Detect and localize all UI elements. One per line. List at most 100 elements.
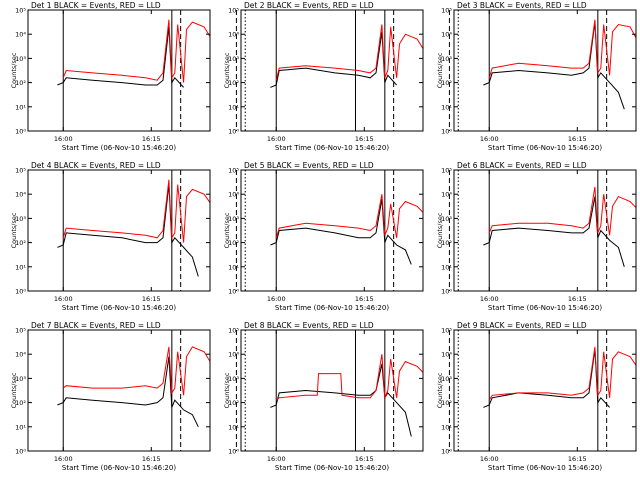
y-tick-label: 10³ [15, 375, 26, 383]
events-series-line [270, 363, 412, 437]
x-tick-label: 16:15 [568, 135, 587, 143]
axes-box [27, 169, 211, 292]
panel-title-detector: Det 5 [244, 161, 265, 170]
y-axis-label: Counts/sec [223, 212, 231, 248]
panel-series-group [270, 24, 423, 88]
y-tick-label: 10² [15, 79, 26, 87]
lld-series-line [62, 346, 210, 396]
detector-panel: Det 1 BLACK = Events, RED = LLD 10⁰ 10¹ 10²… [10, 1, 246, 152]
y-tick-label: 10⁵ [228, 7, 239, 15]
x-tick-label: 16:00 [480, 295, 499, 303]
x-tick-label: 16:00 [54, 135, 73, 143]
y-tick-label: 10⁴ [228, 191, 239, 199]
y-tick-label: 10¹ [228, 103, 239, 111]
x-axis-label: Start Time (06-Nov-10 15:46:20) [488, 144, 602, 152]
x-axis-label-prefix: Start Time [62, 144, 98, 152]
x-axis-start-time: (06-Nov-10 15:46:20) [101, 144, 177, 152]
axes-box [27, 9, 211, 132]
x-tick-label: 16:15 [568, 295, 587, 303]
x-tick-label: 16:15 [355, 135, 374, 143]
y-tick-label: 10³ [228, 375, 239, 383]
x-tick-label: 16:15 [142, 135, 161, 143]
x-tick-label: 16:00 [54, 455, 73, 463]
y-tick-label: 10⁵ [228, 327, 239, 335]
y-tick-label: 10² [228, 239, 239, 247]
panel-title-detector: Det 6 [457, 161, 478, 170]
y-tick-label: 10³ [228, 55, 239, 63]
axes-box [453, 169, 637, 292]
y-tick-label: 10³ [441, 55, 452, 63]
y-tick-label: 10⁰ [15, 448, 26, 456]
panel-series-group [483, 19, 636, 110]
events-series-line [483, 349, 610, 408]
panel-series-group [270, 194, 423, 265]
y-axis-label: Counts/sec [10, 372, 18, 408]
x-axis-label: Start Time (06-Nov-10 15:46:20) [275, 304, 389, 312]
x-tick-label: 16:00 [480, 135, 499, 143]
x-axis-start-time: (06-Nov-10 15:46:20) [101, 304, 177, 312]
panel-title-detector: Det 7 [31, 321, 52, 330]
detector-panel: Det 3 BLACK = Events, RED = LLD 10⁰ 10¹ 10²… [436, 1, 637, 152]
x-axis-label-prefix: Start Time [275, 144, 311, 152]
detector-panel: Det 6 BLACK = Events, RED = LLD 10⁰ 10¹ 10²… [436, 161, 637, 312]
y-tick-label: 10⁵ [15, 7, 26, 15]
panel-title-legend: BLACK = Events, RED = LLD [478, 161, 587, 170]
panel-title-legend: BLACK = Events, RED = LLD [52, 161, 161, 170]
x-axis-label: Start Time (06-Nov-10 15:46:20) [62, 464, 176, 472]
panel-title-detector: Det 8 [244, 321, 265, 330]
panel-title-detector: Det 1 [31, 1, 52, 10]
y-axis-label: Counts/sec [223, 52, 231, 88]
panel-title: Det 5 BLACK = Events, RED = LLD [244, 161, 374, 170]
panel-series-group [270, 354, 423, 437]
panel-title-detector: Det 9 [457, 321, 478, 330]
y-tick-label: 10³ [441, 215, 452, 223]
y-tick-label: 10⁰ [228, 128, 239, 136]
panel-title-legend: BLACK = Events, RED = LLD [478, 321, 587, 330]
y-tick-label: 10⁰ [15, 288, 26, 296]
y-tick-label: 10⁰ [228, 448, 239, 456]
detector-panel: Det 7 BLACK = Events, RED = LLD 10⁰ 10¹ 10²… [10, 321, 246, 472]
lld-series-line [488, 19, 636, 78]
y-tick-label: 10⁰ [441, 128, 452, 136]
lld-series-line [488, 346, 636, 401]
x-axis-label: Start Time (06-Nov-10 15:46:20) [62, 144, 176, 152]
y-tick-label: 10⁴ [15, 191, 26, 199]
y-tick-label: 10¹ [441, 103, 452, 111]
x-axis-start-time: (06-Nov-10 15:46:20) [527, 304, 603, 312]
y-tick-label: 10¹ [15, 263, 26, 271]
y-axis-label: Counts/sec [436, 52, 444, 88]
x-axis-start-time: (06-Nov-10 15:46:20) [314, 304, 390, 312]
x-axis-label-prefix: Start Time [275, 304, 311, 312]
y-tick-label: 10¹ [15, 103, 26, 111]
y-tick-label: 10¹ [228, 423, 239, 431]
x-axis-start-time: (06-Nov-10 15:46:20) [314, 464, 390, 472]
y-tick-label: 10⁵ [441, 167, 452, 175]
panel-series-group [57, 179, 210, 277]
y-tick-label: 10¹ [15, 423, 26, 431]
panel-title: Det 3 BLACK = Events, RED = LLD [457, 1, 587, 10]
y-tick-label: 10⁵ [441, 327, 452, 335]
y-tick-label: 10⁵ [441, 7, 452, 15]
panel-series-group [483, 186, 636, 267]
x-tick-label: 16:15 [355, 455, 374, 463]
y-axis-label: Counts/sec [436, 372, 444, 408]
y-axis-label: Counts/sec [10, 212, 18, 248]
y-tick-label: 10¹ [441, 423, 452, 431]
y-tick-label: 10⁵ [15, 327, 26, 335]
x-axis-label-prefix: Start Time [62, 464, 98, 472]
panel-title-legend: BLACK = Events, RED = LLD [52, 321, 161, 330]
lld-series-line [488, 186, 636, 236]
panel-title: Det 2 BLACK = Events, RED = LLD [244, 1, 374, 10]
y-tick-label: 10⁵ [228, 167, 239, 175]
axes-box [453, 329, 637, 452]
x-axis-label-prefix: Start Time [488, 464, 524, 472]
x-axis-label-prefix: Start Time [62, 304, 98, 312]
detector-panel: Det 5 BLACK = Events, RED = LLD 10⁰ 10¹ 10²… [223, 161, 459, 312]
x-axis-label-prefix: Start Time [488, 144, 524, 152]
y-tick-label: 10² [441, 79, 452, 87]
events-series-line [57, 26, 184, 88]
y-tick-label: 10² [15, 239, 26, 247]
axes-box [27, 329, 211, 452]
y-tick-label: 10¹ [441, 263, 452, 271]
events-series-line [483, 22, 625, 110]
